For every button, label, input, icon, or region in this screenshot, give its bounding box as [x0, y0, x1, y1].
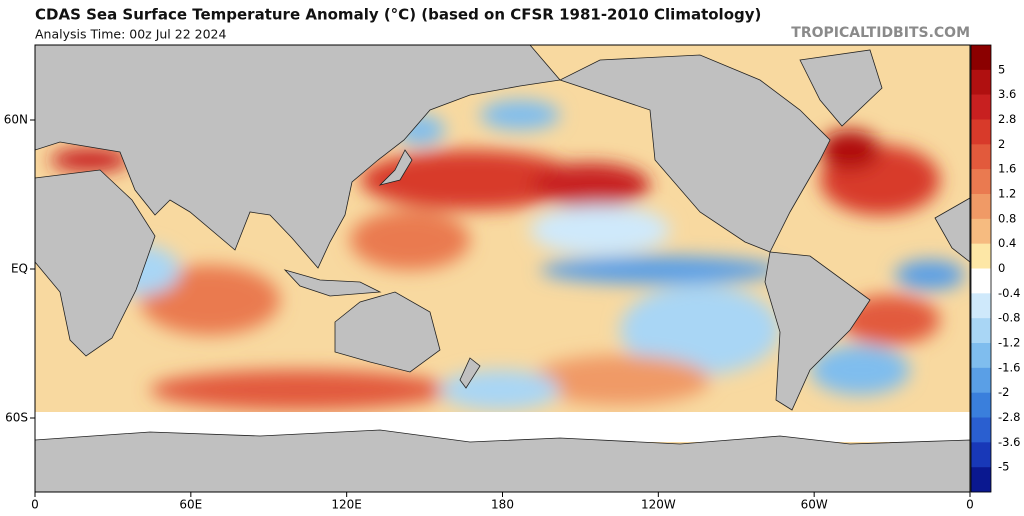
- colorbar-swatch: [971, 144, 991, 170]
- colorbar-label: -2.8: [998, 410, 1020, 424]
- colorbar-label: 0: [998, 261, 1005, 275]
- colorbar-swatch: [971, 367, 991, 393]
- colorbar-label: -2: [998, 385, 1009, 399]
- colorbar-swatch: [971, 268, 991, 294]
- colorbar-label: -3.6: [998, 435, 1020, 449]
- colorbar-label: 0.8: [998, 211, 1016, 225]
- colorbar-swatch: [971, 343, 991, 369]
- map-area: [35, 45, 970, 492]
- colorbar: 5 3.6 2.8 2 1.6 1.2 0.8 0.4 0 -0.4 -0.8 -1.2 -1.6 -2 -…: [970, 44, 1020, 493]
- antarctica: [35, 429, 970, 492]
- colorbar-label: -1.2: [998, 336, 1020, 350]
- africa-west: [934, 197, 970, 263]
- south-america: [764, 251, 871, 411]
- lat-label: 60S: [5, 411, 28, 425]
- colorbar-swatch: [971, 94, 991, 120]
- colorbar-swatch: [971, 169, 991, 195]
- new-zealand: [459, 357, 481, 389]
- colorbar-swatch: [971, 293, 991, 319]
- colorbar-swatch: [971, 119, 991, 145]
- japan: [378, 149, 413, 186]
- colorbar-label: 0.4: [998, 236, 1016, 250]
- lat-label: 60N: [4, 113, 28, 127]
- subtitle: Analysis Time: 00z Jul 22 2024: [35, 27, 226, 42]
- colorbar-swatch: [971, 442, 991, 468]
- colorbar-label: 2: [998, 137, 1005, 151]
- lon-label: 120W: [641, 498, 676, 512]
- colorbar-label: 3.6: [998, 87, 1016, 101]
- colorbar-label: -0.4: [998, 286, 1020, 300]
- colorbar-frame: [970, 44, 992, 493]
- colorbar-swatch: [971, 392, 991, 418]
- lon-label: 120E: [331, 498, 362, 512]
- lat-label: EQ: [11, 262, 28, 276]
- colorbar-swatch: [971, 45, 991, 71]
- greenland: [799, 49, 883, 127]
- colorbar-label: -5: [998, 460, 1009, 474]
- north-america: [558, 54, 831, 253]
- colorbar-label: 1.2: [998, 187, 1016, 201]
- australia: [334, 291, 441, 373]
- colorbar-label: 5: [998, 62, 1005, 76]
- lon-label: 60W: [801, 498, 828, 512]
- watermark: TROPICALTIDBITS.COM: [791, 25, 970, 41]
- lon-label: 60E: [179, 498, 202, 512]
- indonesia: [283, 269, 382, 297]
- axes: 60N EQ 60S 0 60E 120E 180 120W 60W 0: [4, 113, 974, 512]
- colorbar-label: -0.8: [998, 311, 1020, 325]
- lon-label: 180: [491, 498, 514, 512]
- colorbar-label: 1.6: [998, 162, 1016, 176]
- colorbar-swatch: [971, 318, 991, 344]
- anomaly-field: [50, 100, 965, 410]
- colorbar-label: -1.6: [998, 360, 1020, 374]
- title: CDAS Sea Surface Temperature Anomaly (°C…: [35, 6, 761, 24]
- colorbar-swatch: [971, 69, 991, 95]
- colorbar-swatch: [971, 467, 991, 493]
- colorbar-swatch: [971, 243, 991, 269]
- colorbar-swatch: [971, 218, 991, 244]
- colorbar-swatch: [971, 417, 991, 443]
- lon-label: 0: [31, 498, 39, 512]
- africa: [35, 169, 156, 357]
- eurasia: [35, 45, 561, 269]
- colorbar-swatch: [971, 194, 991, 220]
- colorbar-label: 2.8: [998, 112, 1016, 126]
- lon-label: 0: [966, 498, 974, 512]
